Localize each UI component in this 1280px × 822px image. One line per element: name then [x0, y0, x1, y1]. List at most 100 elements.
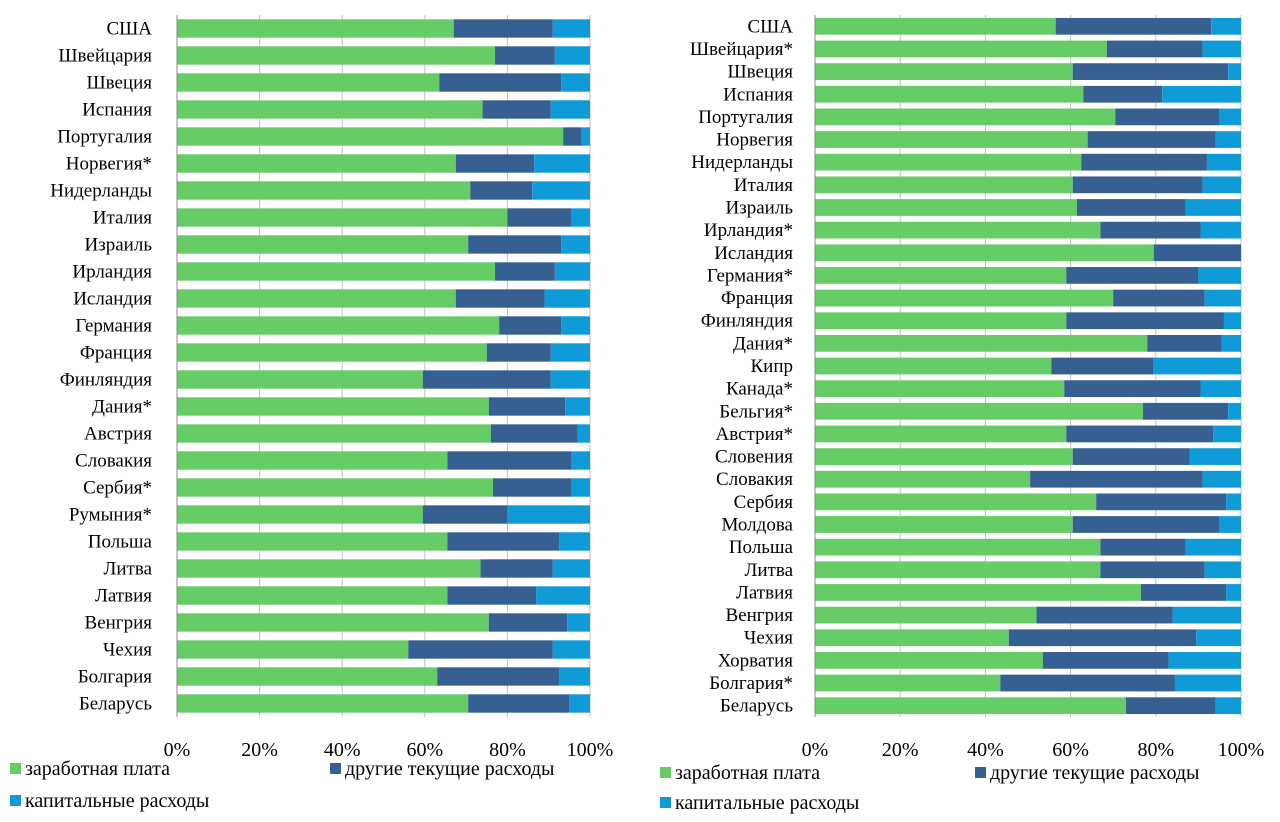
x-tick-label: 100% — [567, 739, 614, 761]
bar-segment — [815, 584, 1141, 601]
category-label: Сербия* — [83, 478, 152, 499]
bar-segment — [1215, 697, 1241, 715]
category-label: Исландия — [714, 243, 793, 264]
legend-label: заработная плата — [675, 762, 820, 784]
bar-segment — [815, 17, 1056, 35]
bar-segment — [534, 154, 590, 173]
bar-segment — [581, 127, 590, 146]
bar-segment — [177, 208, 508, 227]
category-label: Беларусь — [720, 696, 793, 717]
bar-segment — [1140, 584, 1227, 601]
bar-segment — [408, 640, 553, 659]
bar-segment — [177, 19, 454, 38]
bar-segment — [815, 131, 1088, 148]
bar-segment — [1200, 380, 1241, 398]
bar-segment — [815, 63, 1073, 80]
bar-segment — [815, 380, 1065, 398]
bar-segment — [1147, 334, 1222, 352]
bar-segment — [1042, 652, 1169, 669]
category-label: Германия — [75, 316, 152, 337]
bar-segment — [177, 451, 448, 470]
category-label: Чехия — [103, 640, 152, 661]
category-label: Сербия — [734, 492, 794, 513]
bar-segment — [554, 262, 590, 281]
category-label: Ирландия* — [704, 220, 793, 241]
x-tick-label: 60% — [406, 739, 443, 761]
bar-segment — [1185, 199, 1241, 216]
bar-segment — [565, 397, 590, 416]
bar-segment — [1153, 244, 1241, 262]
bar-segment — [1087, 131, 1216, 148]
category-label: Бельгия* — [719, 401, 793, 422]
bar-segment — [815, 40, 1107, 58]
category-label: Польша — [729, 537, 794, 558]
bar-segment — [1106, 40, 1203, 58]
bar-segment — [1030, 470, 1203, 488]
category-label: Австрия — [84, 424, 152, 445]
bar-segment — [1096, 493, 1227, 511]
bar-segment — [1202, 176, 1241, 194]
bar-segment — [567, 613, 590, 632]
bar-segment — [1172, 606, 1241, 624]
bar-segment — [499, 316, 562, 335]
bar-segment — [1125, 697, 1216, 715]
bar-segment — [815, 448, 1073, 465]
bar-segment — [453, 19, 553, 38]
bar-segment — [177, 532, 448, 551]
category-label: Швейцария — [58, 46, 152, 67]
category-label: Нидерланды — [50, 181, 152, 202]
bar-segment — [177, 46, 496, 65]
bar-segment — [561, 235, 590, 254]
bar-segment — [815, 629, 1009, 647]
bar-segment — [532, 181, 590, 200]
bar-segment — [815, 538, 1101, 556]
bar-segment — [495, 262, 555, 281]
category-label: Италия — [734, 175, 794, 196]
bar-segment — [536, 586, 590, 605]
category-label: Франция — [80, 343, 152, 364]
bar-segment — [490, 424, 578, 443]
bar-segment — [815, 221, 1101, 239]
bar-segment — [1036, 606, 1173, 624]
bar-segment — [559, 667, 590, 686]
bar-segment — [815, 334, 1148, 352]
bar-segment — [1202, 40, 1241, 58]
legend-swatch — [975, 767, 986, 778]
legend-label: другие текущие расходы — [990, 762, 1200, 784]
bar-segment — [550, 343, 590, 362]
x-tick-label: 0% — [802, 739, 829, 761]
bar-segment — [177, 154, 456, 173]
category-label: Болгария — [78, 667, 153, 688]
bar-segment — [1064, 380, 1201, 398]
bar-segment — [470, 181, 533, 200]
bar-segment — [550, 370, 590, 389]
bar-segment — [447, 586, 537, 605]
category-label: Латвия — [95, 586, 152, 607]
category-label: Дания* — [733, 333, 793, 354]
bar-segment — [177, 127, 564, 146]
bar-segment — [1066, 312, 1224, 330]
bar-segment — [1143, 402, 1229, 420]
bar-segment — [1228, 63, 1241, 80]
bar-segment — [1185, 538, 1241, 556]
bar-segment — [455, 289, 545, 308]
bar-segment — [815, 606, 1037, 624]
bar-segment — [1072, 448, 1190, 465]
bar-segment — [468, 694, 570, 713]
category-label: Израиль — [726, 197, 794, 218]
category-label: Франция — [721, 288, 793, 309]
category-label: Швейцария* — [690, 39, 793, 60]
bar-segment — [177, 613, 489, 632]
bar-segment — [1100, 221, 1201, 239]
category-label: Израиль — [85, 235, 153, 256]
bar-segment — [815, 697, 1126, 715]
bar-segment — [1081, 153, 1207, 171]
bar-segment — [1200, 221, 1241, 239]
category-label: Португалия — [698, 107, 793, 128]
category-label: Хорватия — [718, 650, 794, 671]
category-label: Исландия — [73, 289, 152, 310]
bar-segment — [815, 312, 1067, 330]
bar-segment — [559, 532, 590, 551]
category-label: Польша — [88, 532, 153, 553]
bar-segment — [1153, 357, 1241, 375]
